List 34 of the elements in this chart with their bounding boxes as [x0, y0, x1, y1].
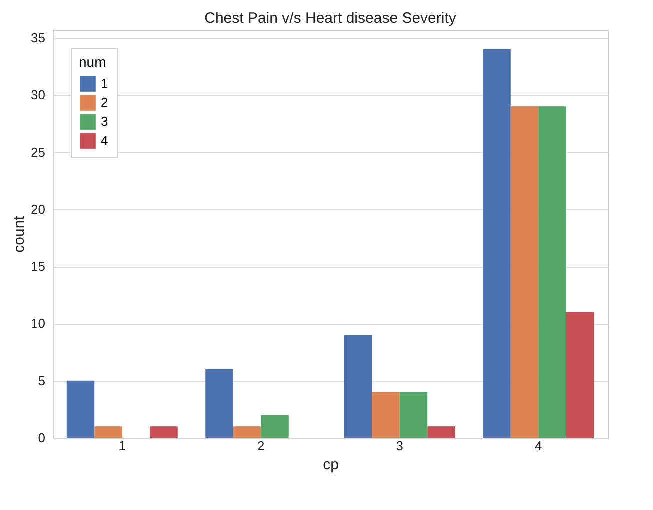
y-tick-label: 10	[31, 316, 46, 332]
x-tick-label: 1	[118, 438, 126, 454]
legend-label: 4	[101, 133, 108, 148]
legend-label: 1	[101, 76, 108, 91]
chart-title: Chest Pain v/s Heart disease Severity	[204, 10, 457, 27]
bar	[483, 49, 511, 438]
y-tick-label: 30	[31, 88, 46, 103]
x-tick-label: 4	[535, 438, 542, 454]
y-tick-label: 0	[38, 430, 46, 446]
y-tick-label: 25	[31, 144, 46, 160]
bar	[400, 392, 428, 438]
bar	[566, 312, 594, 438]
x-tick-label: 2	[258, 438, 265, 454]
legend-label: 2	[101, 95, 108, 110]
x-tick-label: 3	[396, 438, 404, 454]
bar	[538, 106, 566, 438]
y-tick-label: 20	[31, 202, 46, 217]
bar	[344, 335, 372, 438]
bar	[428, 426, 456, 438]
y-axis-title: count	[11, 215, 28, 253]
bar	[150, 426, 178, 438]
bar	[206, 369, 234, 438]
bar	[510, 106, 539, 438]
bar	[66, 380, 95, 438]
bar	[261, 415, 289, 438]
x-axis-title: cp	[323, 456, 339, 474]
legend-title: num	[79, 54, 106, 70]
y-tick-label: 5	[38, 373, 46, 388]
bar	[372, 392, 400, 438]
y-tick-label: 15	[31, 259, 46, 274]
bar	[233, 426, 262, 438]
legend-label: 3	[101, 114, 108, 129]
y-tick-label: 35	[31, 30, 46, 46]
bar	[94, 426, 122, 438]
